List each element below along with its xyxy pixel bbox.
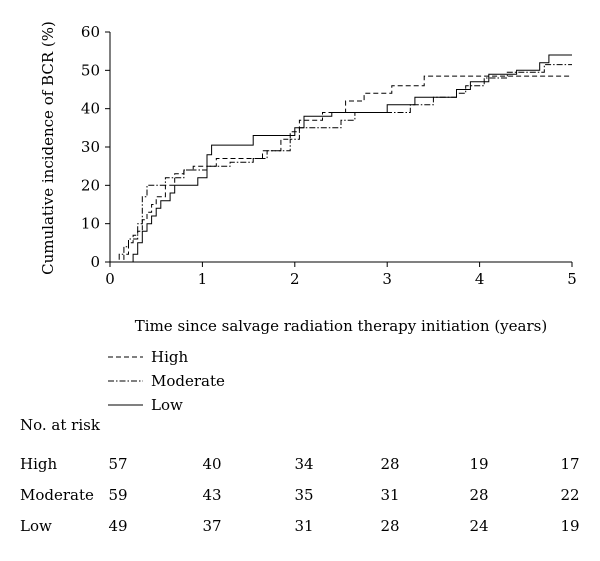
risk-cell: 28 <box>469 486 488 504</box>
x-tick-label: 1 <box>198 270 208 288</box>
risk-cell: 59 <box>108 486 127 504</box>
y-tick-label: 30 <box>81 138 100 156</box>
y-tick-label: 50 <box>81 61 100 79</box>
risk-cell: 31 <box>380 486 399 504</box>
x-tick-label: 4 <box>475 270 485 288</box>
legend-label-high: High <box>151 348 188 366</box>
risk-table: No. at risk High 57 40 34 28 19 17 Moderate 59 43… <box>20 416 580 535</box>
chart-curves <box>110 54 572 263</box>
risk-cell: 17 <box>560 455 579 473</box>
risk-cell: 31 <box>294 517 313 535</box>
risk-cell: 19 <box>560 517 579 535</box>
series-line-low <box>110 54 572 263</box>
legend-label-moderate: Moderate <box>151 372 225 390</box>
chart-legend: High Moderate Low <box>108 348 225 414</box>
risk-cell: 35 <box>294 486 313 504</box>
x-tick-label: 3 <box>382 270 392 288</box>
x-tick-label: 0 <box>105 270 115 288</box>
risk-cell: 34 <box>294 455 313 473</box>
x-tick-label: 5 <box>567 270 577 288</box>
series-line-high <box>110 75 572 263</box>
y-tick-label: 10 <box>81 215 100 233</box>
risk-cell: 57 <box>108 455 127 473</box>
y-tick-label: 0 <box>90 253 100 271</box>
risk-cell: 49 <box>108 517 127 535</box>
y-tick-label: 20 <box>81 176 100 194</box>
y-axis-title: Cumulative incidence of BCR (%) <box>39 21 57 275</box>
y-tick-label: 40 <box>81 100 100 118</box>
y-tick-label: 60 <box>81 23 100 41</box>
risk-cell: 22 <box>560 486 579 504</box>
legend-label-low: Low <box>151 396 183 414</box>
risk-table-title: No. at risk <box>20 416 101 434</box>
risk-cell: 19 <box>469 455 488 473</box>
risk-row-label-low: Low <box>20 517 52 535</box>
risk-cell: 28 <box>380 517 399 535</box>
risk-cell: 40 <box>202 455 221 473</box>
risk-cell: 28 <box>380 455 399 473</box>
x-axis-title: Time since salvage radiation therapy ini… <box>135 317 547 335</box>
x-tick-label: 2 <box>290 270 300 288</box>
risk-cell: 43 <box>202 486 221 504</box>
risk-cell: 37 <box>202 517 221 535</box>
risk-cell: 24 <box>469 517 488 535</box>
risk-row-label-moderate: Moderate <box>20 486 94 504</box>
series-line-moderate <box>110 64 572 263</box>
risk-row-label-high: High <box>20 455 57 473</box>
